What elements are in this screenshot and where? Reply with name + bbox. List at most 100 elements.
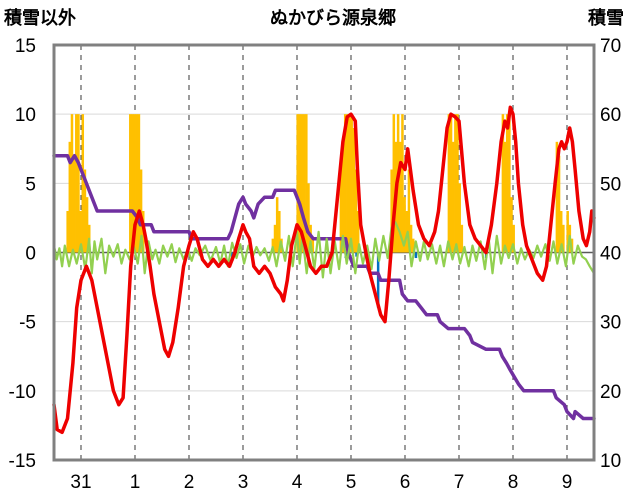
snow_change-bar (376, 252, 380, 308)
x-tick-label: 2 (184, 472, 195, 493)
x-tick-label: 31 (70, 472, 91, 493)
precipitation-bar (66, 211, 69, 253)
y-left-tick-label: 0 (25, 244, 36, 265)
precipitation-bar (447, 114, 451, 253)
precipitation-bar (273, 224, 277, 253)
x-tick-label: 7 (454, 472, 465, 493)
precipitation-bar (302, 114, 306, 253)
x-tick-label: 9 (562, 472, 573, 493)
precipitation-bar (458, 183, 461, 253)
precipitation-bar (77, 114, 80, 253)
y-right-tick-label: 30 (600, 313, 621, 334)
precipitation-bar (343, 114, 347, 253)
y-left-tick-label: -15 (9, 451, 36, 472)
precipitation-bar (311, 238, 315, 253)
x-tick-label: 4 (292, 472, 303, 493)
precipitation-bar (399, 141, 402, 253)
precipitation-bar (510, 197, 513, 253)
x-tick-label: 5 (346, 472, 357, 493)
x-tick-label: 8 (508, 472, 519, 493)
precipitation-bar (300, 114, 304, 253)
precipitation-bar (460, 224, 464, 253)
precipitation-bar (512, 224, 515, 253)
precipitation-bar (72, 155, 76, 253)
precipitation-bar (348, 114, 351, 253)
y-left-ticks: 15 10 5 0 -5 -10 -15 (9, 36, 36, 472)
wind-line (52, 221, 596, 279)
precipitation-bar (392, 114, 396, 253)
y-left-tick-label: 15 (15, 36, 36, 57)
precipitation-bar (412, 238, 415, 253)
y-left-tick-label: 10 (15, 105, 36, 126)
precipitation-bar (407, 169, 411, 253)
precipitation-bar (83, 169, 87, 253)
precipitation-bar (68, 141, 72, 253)
precipitation-bar (79, 211, 82, 253)
precipitation-bar (346, 114, 349, 253)
y-right-tick-label: 50 (600, 174, 621, 195)
x-tick-label: 1 (130, 472, 141, 493)
y-right-tick-label: 70 (600, 36, 621, 57)
chart-title: ぬかびら源泉郷 (270, 7, 396, 28)
precipitation-bar (566, 211, 569, 253)
precipitation-bar (352, 128, 356, 253)
y-right-ticks: 70 60 50 40 30 20 10 (600, 36, 621, 472)
precipitation-bar (456, 114, 459, 253)
precipitation-bar (409, 224, 413, 253)
plot-frame (52, 43, 596, 462)
precipitation-bar (559, 211, 563, 253)
precipitation-bar (70, 114, 74, 253)
y-right-tick-label: 20 (600, 382, 621, 403)
precipitation-bar (307, 183, 310, 253)
y-right-title: 積雪 (587, 7, 624, 28)
y-right-tick-label: 40 (600, 244, 621, 265)
precipitation-bar (390, 169, 393, 253)
precipitation-bar (403, 197, 406, 253)
y-left-tick-label: -10 (9, 382, 36, 403)
precipitation-bar (85, 197, 89, 253)
precipitation-bar (129, 114, 132, 253)
precipitation-bar (137, 114, 141, 253)
precipitation-bar (401, 114, 404, 253)
precipitation-bar (451, 141, 455, 253)
snow_change-bar (355, 252, 358, 257)
precipitation-bar (557, 155, 561, 253)
precipitation-bar (278, 211, 281, 253)
precipitation-bar (555, 141, 559, 253)
precipitation-bar (271, 238, 275, 253)
precipitation-bar (81, 114, 85, 253)
precipitation-bar (305, 114, 308, 253)
x-tick-label: 6 (400, 472, 411, 493)
precipitation-bar (309, 224, 312, 253)
precipitation-bar (341, 141, 345, 253)
precipitation-bar (449, 114, 453, 253)
y-right-tick-label: 10 (600, 451, 621, 472)
precipitation-bar (339, 169, 343, 253)
precipitation-bar (75, 114, 78, 253)
precipitation-bar (131, 114, 134, 253)
precipitation-bar (505, 114, 509, 253)
y-left-title: 積雪以外 (3, 7, 76, 28)
y-right-tick-label: 60 (600, 105, 621, 126)
precipitation-bar (508, 114, 511, 253)
precipitation-bar (275, 197, 279, 253)
precipitation-bar (298, 114, 302, 253)
precipitation-bar (296, 114, 299, 253)
precipitation-bar (350, 114, 353, 253)
y-left-tick-label: -5 (19, 313, 36, 334)
precipitation-bar (135, 114, 139, 253)
line-series (52, 105, 596, 435)
x-tick-label: 3 (238, 472, 249, 493)
precipitation-bar (562, 224, 565, 253)
y-left-tick-label: 5 (25, 174, 36, 195)
precipitation-bar (503, 141, 507, 253)
snow_change-bar (414, 252, 418, 259)
x-ticks: 31 1 2 3 4 5 6 7 8 9 (70, 472, 572, 493)
precipitation-bar (356, 211, 360, 253)
temperature-line (52, 105, 596, 435)
precipitation-bar (454, 114, 457, 253)
precipitation-bar (133, 114, 136, 253)
precipitation-bar (501, 114, 505, 253)
precipitation-bar (354, 169, 358, 253)
